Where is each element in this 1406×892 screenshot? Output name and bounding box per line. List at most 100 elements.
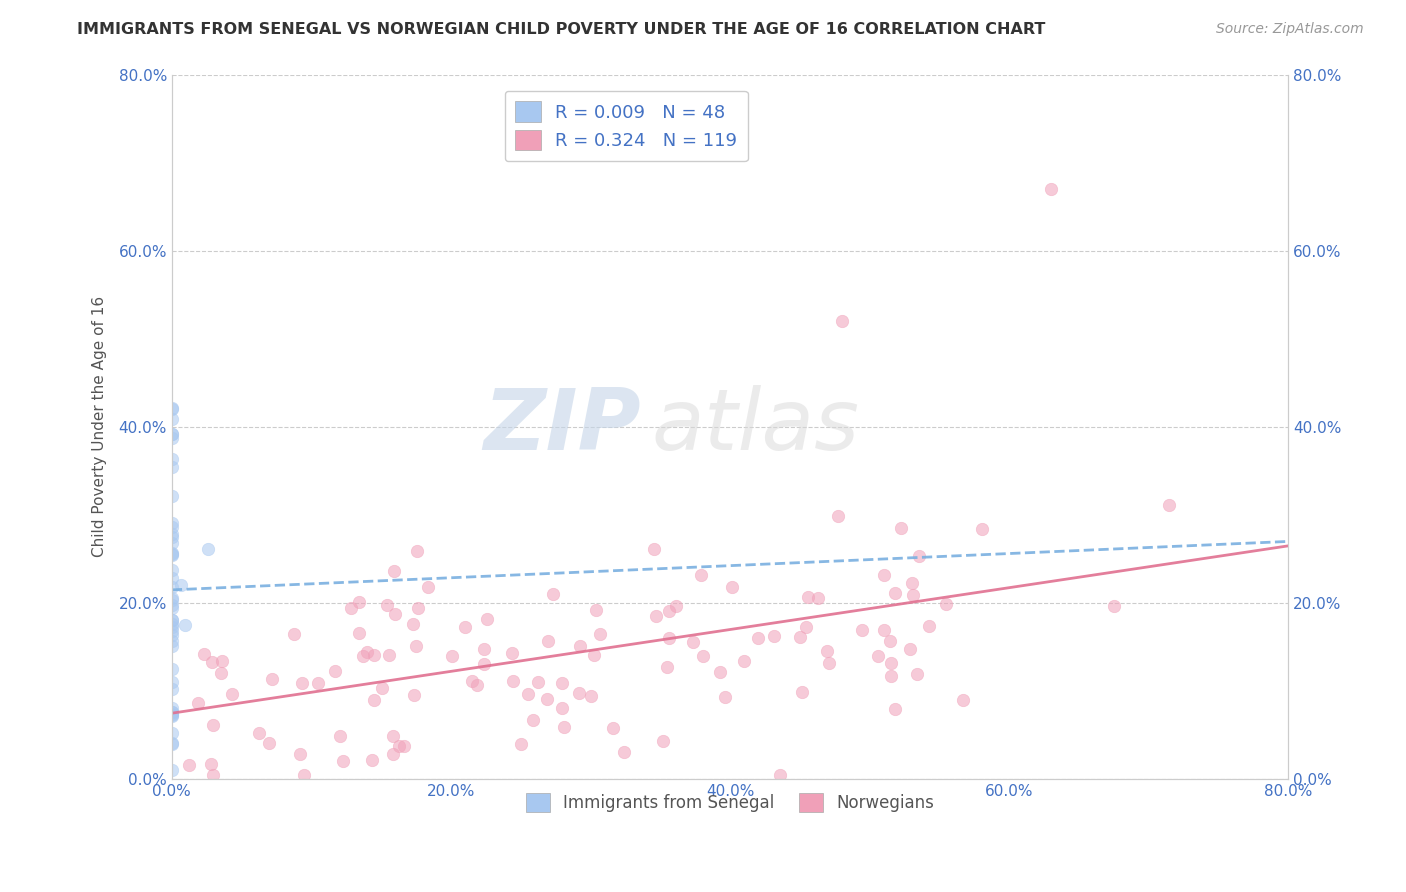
Point: [160, 431, 183, 445]
Point: [472, 657, 495, 671]
Point: [461, 674, 484, 689]
Point: [160, 613, 183, 627]
Point: [831, 314, 853, 328]
Point: [201, 768, 224, 782]
Point: [658, 631, 681, 645]
Point: [160, 580, 183, 594]
Point: [536, 692, 558, 706]
Point: [160, 592, 183, 607]
Point: [382, 564, 405, 578]
Point: [262, 672, 284, 686]
Point: [465, 678, 488, 692]
Point: [247, 725, 270, 739]
Point: [347, 595, 370, 609]
Point: [160, 737, 183, 751]
Point: [553, 720, 575, 734]
Point: [160, 634, 183, 648]
Point: [257, 736, 280, 750]
Point: [935, 597, 957, 611]
Point: [160, 530, 183, 544]
Point: [160, 598, 183, 612]
Point: [292, 768, 315, 782]
Point: [866, 649, 889, 664]
Point: [898, 642, 921, 657]
Text: Source: ZipAtlas.com: Source: ZipAtlas.com: [1216, 22, 1364, 37]
Point: [569, 639, 592, 653]
Point: [356, 645, 378, 659]
Point: [160, 563, 183, 577]
Point: [416, 580, 439, 594]
Point: [733, 654, 755, 668]
Point: [160, 708, 183, 723]
Point: [201, 655, 224, 669]
Point: [375, 598, 398, 612]
Point: [550, 701, 572, 715]
Point: [382, 730, 405, 744]
Y-axis label: Child Poverty Under the Age of 16: Child Poverty Under the Age of 16: [93, 296, 107, 558]
Point: [160, 706, 183, 721]
Point: [160, 613, 183, 627]
Point: [160, 617, 183, 632]
Point: [209, 666, 232, 681]
Point: [170, 577, 193, 591]
Point: [1040, 182, 1063, 196]
Point: [952, 693, 974, 707]
Point: [517, 688, 540, 702]
Point: [361, 753, 384, 767]
Point: [901, 576, 924, 591]
Point: [160, 639, 183, 653]
Point: [291, 676, 314, 690]
Point: [903, 588, 925, 602]
Point: [501, 646, 523, 660]
Point: [873, 623, 896, 637]
Point: [307, 675, 329, 690]
Point: [382, 747, 405, 761]
Point: [160, 549, 183, 563]
Point: [405, 639, 427, 653]
Point: [658, 604, 681, 618]
Point: [872, 568, 894, 582]
Point: [283, 627, 305, 641]
Point: [160, 600, 183, 615]
Point: [160, 726, 183, 740]
Point: [406, 601, 429, 615]
Point: [221, 687, 243, 701]
Point: [579, 689, 602, 703]
Point: [827, 509, 849, 524]
Point: [879, 634, 901, 648]
Point: [288, 747, 311, 761]
Point: [160, 401, 183, 416]
Point: [880, 669, 903, 683]
Point: [790, 685, 813, 699]
Point: [541, 587, 564, 601]
Point: [392, 739, 415, 753]
Point: [440, 649, 463, 664]
Point: [568, 685, 591, 699]
Point: [851, 623, 873, 637]
Point: [388, 739, 411, 754]
Point: [472, 641, 495, 656]
Point: [187, 696, 209, 710]
Point: [406, 544, 429, 558]
Point: [160, 520, 183, 534]
Point: [692, 648, 714, 663]
Point: [160, 571, 183, 585]
Point: [918, 619, 941, 633]
Point: [160, 764, 183, 778]
Point: [160, 546, 183, 560]
Point: [905, 667, 928, 681]
Point: [160, 736, 183, 750]
Point: [201, 718, 224, 732]
Point: [818, 656, 841, 670]
Point: [550, 675, 572, 690]
Point: [332, 754, 354, 768]
Point: [160, 591, 183, 606]
Point: [160, 708, 183, 723]
Point: [522, 713, 544, 727]
Text: atlas: atlas: [652, 385, 860, 468]
Point: [402, 617, 425, 632]
Point: [1102, 599, 1125, 614]
Point: [747, 631, 769, 645]
Point: [475, 611, 498, 625]
Point: [197, 541, 219, 556]
